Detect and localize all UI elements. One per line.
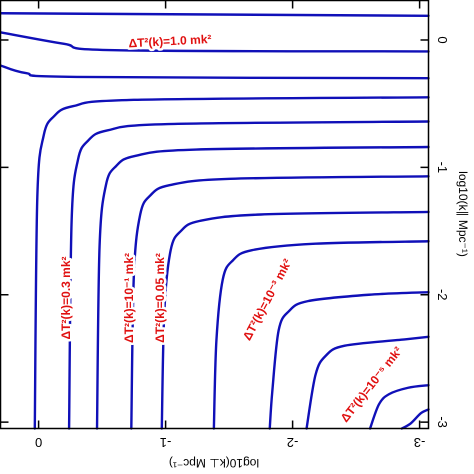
y-tick-label: -3 — [435, 416, 450, 428]
y-tick-label: -2 — [435, 289, 450, 301]
x-tick-label: -2 — [287, 435, 299, 450]
annotation: ΔT²(k)=10⁻⁵ mk² — [338, 344, 405, 425]
annotation: ΔT²(k)=0.05 mk² — [153, 253, 167, 343]
contour-line — [400, 408, 430, 430]
contour-line — [160, 210, 430, 430]
annotation: ΔT²(k)=10⁻¹ mk² — [122, 253, 136, 343]
contour-line — [368, 383, 430, 430]
annotation: ΔT²(k)=1.0 mk² — [128, 32, 212, 50]
contour-line — [305, 335, 430, 430]
y-axis-label: log10(k∥ Mpc⁻¹) — [456, 171, 470, 257]
contour-line — [212, 240, 430, 430]
x-tick-label: -1 — [160, 435, 172, 450]
contour-line — [130, 175, 430, 430]
contour-line — [0, 31, 430, 53]
annotation: ΔT²(k)=0.3 mk² — [59, 257, 73, 340]
contour-line — [0, 12, 430, 17]
annotation: ΔT²(k)=10⁻³ mk² — [240, 257, 295, 343]
contour-line — [67, 120, 430, 430]
contour-line — [268, 291, 430, 430]
x-axis-label: log10(k⊥ Mpc⁻¹) — [169, 456, 259, 470]
y-tick-label: 0 — [435, 36, 450, 43]
y-tick-label: -1 — [435, 162, 450, 174]
x-tick-label: -3 — [414, 435, 426, 450]
contour-line — [33, 96, 430, 430]
plot-area — [0, 12, 430, 430]
contour-line — [95, 145, 430, 430]
frame — [0, 0, 430, 430]
x-tick-label: 0 — [35, 435, 42, 450]
contour-line — [0, 64, 430, 80]
